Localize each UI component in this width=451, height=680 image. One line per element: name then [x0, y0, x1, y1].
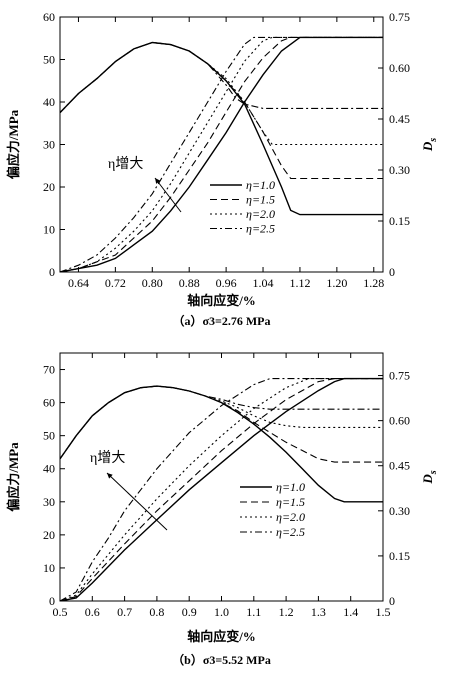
panel-b-caption: （b）σ3=5.52 MPa — [172, 652, 271, 667]
panel-a-x-tick-label: 0.80 — [142, 276, 163, 290]
panel-b-x-tick-label: 0.9 — [182, 605, 197, 619]
panel-a-ds-line-eta-2 — [60, 36, 383, 272]
panel-b-y-tick-label: 30 — [43, 495, 55, 509]
panel-a-y2-axis-label-main: D — [420, 141, 435, 152]
panel-a-y2-tick-label: 0 — [389, 265, 395, 279]
panel-b-annotation-arrow-head — [107, 473, 113, 479]
panel-a-x-tick-label: 1.20 — [326, 276, 347, 290]
panel-b-y-tick-label: 0 — [49, 594, 55, 608]
panel-b-x-tick-label: 1.5 — [376, 605, 391, 619]
panel-a-x-tick-label: 0.96 — [216, 276, 237, 290]
panel-b-x-tick-label: 1.3 — [311, 605, 326, 619]
panel-b-y2-tick-label: 0.45 — [389, 459, 410, 473]
panel-b-x-tick-label: 1.0 — [214, 605, 229, 619]
panel-b-stress-line-eta-0 — [60, 385, 383, 503]
panel-a-y-axis-label: 偏应力/MPa — [6, 109, 21, 179]
panel-a-x-tick-label: 1.12 — [289, 276, 310, 290]
panel-b-x-tick-label: 1.1 — [246, 605, 261, 619]
panel-b-plot-frame — [59, 352, 384, 602]
panel-a-y2-axis-label: Ds — [420, 138, 439, 152]
panel-a-caption: （a）σ3=2.76 MPa — [172, 313, 270, 328]
panel-b: Ds — [59, 352, 439, 602]
panel-a-x-tick-label: 0.64 — [68, 276, 89, 290]
panel-b-y2-tick-label: 0.30 — [389, 504, 410, 518]
panel-a-y2-axis-label-sub: s — [428, 138, 439, 143]
panel-b-y2-axis-label-sub: s — [428, 470, 439, 475]
panel-b-x-tick-label: 1.2 — [279, 605, 294, 619]
panel-a-legend-label: η=2.5 — [246, 222, 275, 236]
panel-a: Ds — [59, 16, 439, 273]
panel-b-y2-axis-label: Ds — [420, 470, 439, 484]
panel-b-ds-line-eta-3 — [60, 378, 383, 601]
panel-b-y2-tick-label: 0 — [389, 594, 395, 608]
panel-b-y-tick-label: 10 — [43, 561, 55, 575]
panel-b-legend-label: η=1.5 — [276, 495, 305, 509]
panel-a-stress-line-eta-3 — [60, 41, 383, 113]
panel-a-x-tick-label: 1.04 — [253, 276, 274, 290]
panel-a-x-axis-label: 轴向应变/% — [187, 293, 256, 308]
panel-a-y2-tick-label: 0.30 — [389, 163, 410, 177]
panel-a-y-tick-label: 20 — [43, 180, 55, 194]
panel-b-y-axis-label: 偏应力/MPa — [6, 442, 21, 512]
panel-a-legend-label: η=2.0 — [246, 207, 275, 221]
panel-a-y2-tick-label: 0.45 — [389, 112, 410, 126]
panel-b-x-tick-label: 0.5 — [53, 605, 68, 619]
panel-b-x-tick-label: 0.8 — [149, 605, 164, 619]
panel-b-y-tick-label: 60 — [43, 396, 55, 410]
panel-b-series-group — [60, 377, 383, 601]
panel-b-legend-label: η=1.0 — [276, 480, 305, 494]
panel-b-legend-label: η=2.0 — [276, 510, 305, 524]
panel-b-x-tick-label: 0.6 — [85, 605, 100, 619]
panel-b-y2-tick-label: 0.60 — [389, 414, 410, 428]
panel-b-x-tick-label: 0.7 — [117, 605, 132, 619]
panel-a-y-tick-label: 60 — [43, 10, 55, 24]
panel-a-y-tick-label: 40 — [43, 95, 55, 109]
panel-b-y2-tick-label: 0.15 — [389, 549, 410, 563]
panel-a-x-tick-label: 0.72 — [105, 276, 126, 290]
panel-b-annotation-arrow-shaft — [106, 472, 168, 531]
panel-b-legend-label: η=2.5 — [276, 525, 305, 539]
panel-a-y-tick-label: 0 — [49, 265, 55, 279]
panel-a-series-group — [60, 36, 383, 272]
panel-a-legend-label: η=1.5 — [246, 193, 275, 207]
panel-b-y2-tick-label: 0.75 — [389, 369, 410, 383]
panel-a-y-tick-label: 30 — [43, 138, 55, 152]
panel-a-annotation-arrow-shaft — [154, 177, 182, 213]
panel-a-x-tick-label: 1.28 — [363, 276, 384, 290]
panel-a-ds-line-eta-3 — [60, 36, 383, 272]
panel-a-plot-frame — [59, 16, 384, 273]
panel-a-y-tick-label: 50 — [43, 53, 55, 67]
panel-a-y2-tick-label: 0.60 — [389, 61, 410, 75]
panel-b-y-tick-label: 70 — [43, 363, 55, 377]
panel-b-x-tick-label: 1.4 — [343, 605, 358, 619]
panel-a-stress-line-eta-2 — [60, 41, 383, 146]
panel-a-annotation-arrow-head — [155, 178, 161, 184]
panel-b-y-tick-label: 20 — [43, 528, 55, 542]
panel-a-x-tick-label: 0.88 — [179, 276, 200, 290]
panel-b-ds-line-eta-2 — [60, 378, 383, 601]
panel-a-ds-line-eta-1 — [60, 36, 383, 272]
panel-b-x-axis-label: 轴向应变/% — [187, 629, 256, 644]
panel-b-y-tick-label: 40 — [43, 462, 55, 476]
panel-b-y-tick-label: 50 — [43, 429, 55, 443]
panel-a-annotation-label: η增大 — [108, 156, 143, 172]
panel-b-ds-line-eta-0 — [60, 377, 383, 601]
panel-b-stress-line-eta-2 — [60, 385, 383, 460]
panel-b-annotation-label: η增大 — [90, 450, 125, 466]
panel-a-legend-label: η=1.0 — [246, 178, 275, 192]
panel-a-ds-line-eta-0 — [60, 36, 383, 272]
panel-a-y-tick-label: 10 — [43, 223, 55, 237]
panel-a-y2-tick-label: 0.75 — [389, 10, 410, 24]
panel-b-ds-line-eta-1 — [60, 378, 383, 601]
panel-b-stress-line-eta-3 — [60, 385, 383, 460]
panel-b-y2-axis-label-main: D — [420, 474, 435, 485]
panel-a-y2-tick-label: 0.15 — [389, 214, 410, 228]
